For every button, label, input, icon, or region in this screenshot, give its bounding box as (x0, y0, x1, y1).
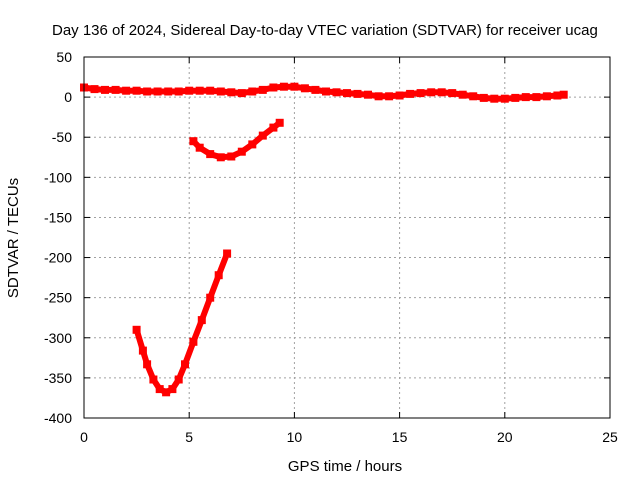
series-line (133, 250, 231, 396)
grid (84, 57, 610, 418)
series-arc-2 (189, 118, 284, 162)
data-point (237, 89, 246, 98)
data-point (490, 94, 499, 103)
y-tick-label: -350 (44, 370, 72, 386)
data-point (164, 87, 173, 96)
x-tick-label: 0 (80, 429, 88, 445)
data-point (185, 86, 194, 95)
data-point (521, 93, 530, 102)
data-point (189, 337, 198, 346)
data-point (174, 375, 183, 384)
x-tick-label: 25 (602, 429, 618, 445)
data-point (132, 86, 141, 95)
data-point (206, 150, 215, 159)
data-point (216, 87, 225, 96)
data-point (406, 89, 415, 98)
y-tick-label: 0 (64, 89, 72, 105)
data-point (206, 86, 215, 95)
data-point (279, 82, 288, 91)
data-point (448, 89, 457, 98)
data-point (227, 88, 236, 97)
data-point (206, 293, 215, 302)
data-point (195, 143, 204, 152)
data-point (532, 93, 541, 102)
data-point (122, 86, 131, 95)
data-point (290, 82, 299, 91)
data-point (416, 89, 425, 98)
data-point (275, 118, 284, 127)
axis-ticks: 0 5 10 15 20 25 50 0 -50 -100 -150 -200 -250 -300 -350… (44, 49, 618, 445)
data-point (395, 91, 404, 100)
data-point (353, 89, 362, 98)
data-point (90, 85, 99, 94)
data-point (332, 88, 341, 97)
data-point (153, 87, 162, 96)
series-line (190, 119, 283, 161)
data-point (227, 152, 236, 161)
y-tick-label: -400 (44, 410, 72, 426)
data-point (542, 92, 551, 101)
data-point (258, 131, 267, 140)
data-point (248, 140, 257, 149)
data-point (559, 90, 568, 99)
data-point (364, 90, 372, 99)
data-point (469, 92, 478, 101)
y-tick-label: -150 (44, 209, 72, 225)
y-tick-label: -250 (44, 290, 72, 306)
data-point (479, 93, 488, 102)
data-point (214, 271, 223, 280)
data-point (500, 94, 509, 103)
data-series-group (80, 82, 568, 397)
data-point (168, 385, 177, 394)
data-point (138, 346, 147, 355)
data-point (181, 360, 189, 369)
data-point (111, 85, 120, 94)
data-point (197, 316, 206, 325)
data-point (374, 92, 383, 101)
series-arc-3 (132, 249, 232, 397)
data-point (216, 153, 225, 162)
data-point (258, 85, 267, 94)
data-point (132, 325, 141, 334)
data-point (385, 92, 394, 101)
chart-title: Day 136 of 2024, Sidereal Day-to-day VTE… (52, 22, 598, 39)
data-point (162, 388, 171, 397)
data-point (343, 89, 351, 98)
x-tick-label: 10 (287, 429, 303, 445)
data-point (427, 88, 436, 97)
y-axis-label: SDTVAR / TECUs (5, 178, 22, 298)
data-point (553, 91, 562, 100)
data-point (155, 385, 164, 394)
data-point (248, 87, 257, 96)
data-point (511, 93, 520, 102)
data-point (149, 375, 158, 384)
data-point (189, 137, 198, 146)
x-tick-label: 5 (185, 429, 193, 445)
data-point (300, 84, 309, 93)
y-tick-label: -100 (44, 169, 72, 185)
data-point (195, 86, 204, 95)
data-point (458, 90, 467, 99)
series-arc-main (80, 82, 568, 103)
y-tick-label: -200 (44, 250, 72, 266)
plot-frame (83, 56, 611, 419)
data-point (269, 83, 278, 92)
x-tick-label: 20 (497, 429, 513, 445)
data-point (269, 123, 278, 132)
y-tick-label: 50 (56, 49, 72, 65)
data-point (223, 249, 232, 258)
data-point (101, 85, 109, 94)
y-tick-label: -300 (44, 330, 72, 346)
data-point (174, 87, 183, 96)
y-tick-label: -50 (52, 129, 72, 145)
data-point (143, 87, 152, 96)
data-point (237, 147, 246, 156)
x-axis-label: GPS time / hours (288, 458, 402, 475)
data-point (322, 87, 330, 96)
x-tick-label: 15 (392, 429, 408, 445)
data-point (437, 88, 446, 97)
data-point (143, 360, 152, 369)
data-point (311, 85, 320, 94)
